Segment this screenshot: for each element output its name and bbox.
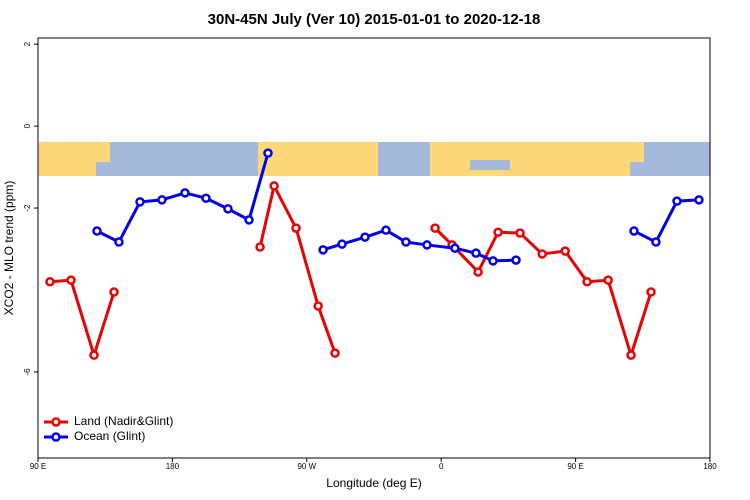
x-tick-label: 0 [439, 462, 444, 471]
x-tick-label: 180 [166, 462, 180, 471]
data-point [493, 227, 503, 237]
data-point [114, 237, 124, 247]
data-point [157, 195, 167, 205]
data-point [430, 223, 440, 233]
data-point [89, 350, 99, 360]
data-point [672, 196, 682, 206]
data-point [488, 256, 498, 266]
data-point [360, 232, 370, 242]
plot-frame [37, 37, 711, 459]
data-point [694, 195, 704, 205]
legend-label: Land (Nadir&Glint) [74, 414, 173, 428]
data-point [313, 301, 323, 311]
map-band [38, 142, 710, 176]
data-point [537, 249, 547, 259]
data-point [626, 350, 636, 360]
data-point [381, 225, 391, 235]
data-point [560, 246, 570, 256]
data-point [629, 226, 639, 236]
y-tick-label: 0 [23, 123, 32, 128]
legend-marker [51, 432, 61, 442]
data-point [515, 228, 525, 238]
data-point [422, 240, 432, 250]
data-point [511, 255, 521, 265]
series-line [49, 181, 653, 361]
data-point [473, 267, 483, 277]
chart-title: 30N-45N July (Ver 10) 2015-01-01 to 2020… [208, 11, 541, 28]
data-point [201, 193, 211, 203]
data-point [603, 275, 613, 285]
data-point [269, 181, 279, 191]
data-point [92, 226, 102, 236]
y-tick-label: -6 [23, 368, 32, 376]
x-tick-label: 90 E [567, 462, 583, 471]
x-tick-label: 180 [703, 462, 717, 471]
data-point [582, 277, 592, 287]
data-point [291, 223, 301, 233]
data-point [450, 243, 460, 253]
data-point [244, 215, 254, 225]
data-point [330, 348, 340, 358]
y-tick-label: 2 [23, 41, 32, 46]
y-tick-label: -2 [23, 204, 32, 212]
data-point [135, 197, 145, 207]
data-point [255, 242, 265, 252]
x-tick-label: 90 W [297, 462, 316, 471]
data-point [66, 275, 76, 285]
data-point [318, 245, 328, 255]
x-axis-label: Longitude (deg E) [326, 476, 421, 490]
data-point [401, 237, 411, 247]
data-point [471, 248, 481, 258]
data-point [337, 239, 347, 249]
legend-marker [51, 417, 61, 427]
data-point [263, 148, 273, 158]
legend-label: Ocean (Glint) [74, 429, 145, 443]
data-point [180, 188, 190, 198]
data-point [646, 287, 656, 297]
data-point [45, 277, 55, 287]
y-axis-label: XCO2 - MLO trend (ppm) [2, 181, 16, 316]
data-point [651, 237, 661, 247]
data-point [109, 287, 119, 297]
data-point [223, 204, 233, 214]
x-tick-label: 90 E [30, 462, 46, 471]
